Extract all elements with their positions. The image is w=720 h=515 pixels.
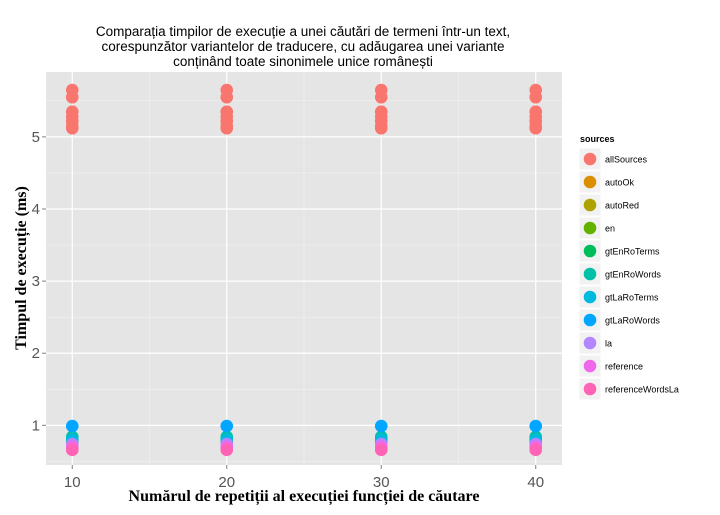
legend-key-auto-red <box>583 198 597 212</box>
point-all-sources <box>65 90 79 104</box>
legend-key-reference <box>583 359 597 373</box>
legend-key-gt-en-ro-terms <box>583 244 597 258</box>
y-tick-label: 5 <box>32 129 40 146</box>
legend-key-gt-en-ro-words <box>583 267 597 281</box>
point-reference-words-la <box>65 443 79 457</box>
legend-label-gt-en-ro-terms: gtEnRoTerms <box>605 247 660 257</box>
legend-key-gt-la-ro-words <box>583 313 597 327</box>
legend-key-en <box>583 221 597 235</box>
point-all-sources <box>220 90 234 104</box>
legend-label-gt-la-ro-terms: gtLaRoTerms <box>605 293 659 303</box>
grid-major <box>46 72 562 465</box>
legend-label-auto-red: autoRed <box>605 201 639 211</box>
point-reference-words-la <box>374 443 388 457</box>
legend-label-gt-en-ro-words: gtEnRoWords <box>605 270 661 280</box>
y-tick-label: 2 <box>32 345 40 362</box>
point-gt-la-ro-words <box>529 419 543 433</box>
legend: sources allSources autoOk autoRed en gtEnRoT… <box>578 134 686 401</box>
point-gt-la-ro-words <box>220 419 234 433</box>
point-all-sources <box>65 121 79 135</box>
point-reference-words-la <box>220 443 234 457</box>
y-tick-label: 4 <box>32 201 40 218</box>
x-axis-ticks: 10 20 30 40 <box>64 465 544 491</box>
legend-label-la: la <box>605 339 612 349</box>
chart-title-line-3: conținând toate sinonimele unice româneș… <box>173 54 433 69</box>
x-tick-label: 10 <box>64 474 81 491</box>
legend-label-reference: reference <box>605 362 643 372</box>
legend-key-gt-la-ro-terms <box>583 290 597 304</box>
x-tick-label: 20 <box>218 474 235 491</box>
point-all-sources <box>529 121 543 135</box>
legend-key-reference-words-la <box>583 382 597 396</box>
point-gt-la-ro-words <box>374 419 388 433</box>
y-tick-label: 1 <box>32 417 40 434</box>
grid-minor <box>46 72 562 465</box>
x-axis-title: Numărul de repetiții al execuției funcți… <box>129 488 480 506</box>
x-tick-label: 40 <box>527 474 544 491</box>
x-tick-label: 30 <box>373 474 390 491</box>
chart-title-line-2: corespunzător variantelor de traducere, … <box>101 39 504 54</box>
point-all-sources <box>374 121 388 135</box>
point-all-sources <box>220 121 234 135</box>
chart-title-line-1: Comparația timpilor de execuție a unei c… <box>96 24 510 39</box>
y-tick-label: 3 <box>32 273 40 290</box>
legend-label-gt-la-ro-words: gtLaRoWords <box>605 316 660 326</box>
point-all-sources <box>374 90 388 104</box>
y-axis-ticks: 1 2 3 4 5 <box>32 129 46 434</box>
legend-key-all-sources <box>583 152 597 166</box>
legend-label-en: en <box>605 224 615 234</box>
legend-label-reference-words-la: referenceWordsLa <box>605 385 679 395</box>
point-reference-words-la <box>529 443 543 457</box>
data-points <box>65 83 543 457</box>
legend-key-la <box>583 336 597 350</box>
y-axis-title: Timpul de execuție (ms) <box>13 186 31 350</box>
legend-label-all-sources: allSources <box>605 155 648 165</box>
legend-label-auto-ok: autoOk <box>605 178 635 188</box>
point-all-sources <box>529 90 543 104</box>
legend-title: sources <box>580 134 615 144</box>
legend-key-auto-ok <box>583 175 597 189</box>
point-gt-la-ro-words <box>65 419 79 433</box>
